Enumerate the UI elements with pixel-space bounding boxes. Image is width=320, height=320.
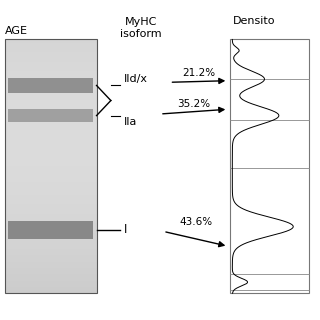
Bar [4, 166, 97, 170]
Bar [4, 198, 97, 201]
Bar [4, 100, 97, 103]
Bar [4, 233, 97, 236]
Bar [4, 170, 97, 173]
Bar [4, 230, 97, 233]
Bar [4, 150, 97, 154]
Bar [4, 182, 97, 185]
Bar [4, 287, 97, 290]
Text: IIa: IIa [124, 117, 137, 127]
Bar [4, 68, 97, 71]
Bar [4, 179, 97, 182]
Bar [4, 239, 97, 243]
Bar [4, 39, 97, 43]
Text: AGE: AGE [4, 26, 28, 36]
Bar [4, 84, 97, 87]
Bar [4, 217, 97, 220]
Bar [4, 208, 97, 211]
Text: 35.2%: 35.2% [178, 99, 211, 109]
Bar [4, 160, 97, 163]
Bar [4, 46, 97, 49]
Bar [4, 119, 97, 122]
Bar [4, 176, 97, 179]
Bar [4, 227, 97, 230]
Bar [4, 144, 97, 147]
Bar [4, 103, 97, 106]
Bar [4, 252, 97, 255]
Bar [4, 265, 97, 268]
Bar [4, 122, 97, 125]
Bar [4, 71, 97, 74]
Bar [8, 78, 93, 92]
Text: 43.6%: 43.6% [179, 217, 212, 227]
Bar [4, 271, 97, 274]
Bar [4, 128, 97, 132]
Bar [230, 39, 309, 293]
Bar [4, 87, 97, 90]
Bar [4, 109, 97, 112]
Bar [4, 258, 97, 261]
Text: IId/x: IId/x [124, 74, 148, 84]
Bar [4, 261, 97, 265]
Bar [4, 43, 97, 46]
Bar [4, 52, 97, 55]
Bar [4, 223, 97, 227]
Bar [4, 97, 97, 100]
Bar [4, 192, 97, 195]
Bar [4, 188, 97, 192]
Bar [4, 65, 97, 68]
Bar [4, 290, 97, 293]
Text: Densito: Densito [233, 16, 276, 26]
Bar [4, 246, 97, 249]
Bar [4, 284, 97, 287]
Bar [4, 135, 97, 138]
Bar [4, 112, 97, 116]
Bar [4, 281, 97, 284]
Bar [4, 49, 97, 52]
Bar [4, 74, 97, 77]
Bar [4, 185, 97, 188]
Bar [4, 214, 97, 217]
Bar [4, 211, 97, 214]
Bar [4, 62, 97, 65]
Bar [4, 138, 97, 141]
Bar [4, 236, 97, 239]
Bar [4, 220, 97, 223]
Bar [4, 93, 97, 97]
Bar [4, 106, 97, 109]
Bar [4, 163, 97, 166]
Bar [4, 157, 97, 160]
Bar [4, 116, 97, 119]
Bar [4, 277, 97, 281]
Bar [4, 141, 97, 144]
Bar [4, 249, 97, 252]
Bar [4, 274, 97, 277]
Bar [4, 90, 97, 93]
Text: 21.2%: 21.2% [182, 68, 215, 77]
Bar [4, 81, 97, 84]
Bar [4, 255, 97, 258]
Bar [4, 243, 97, 246]
Bar [4, 173, 97, 176]
Bar [4, 77, 97, 81]
Bar [4, 195, 97, 198]
Text: I: I [124, 223, 127, 236]
Bar [4, 125, 97, 128]
Bar [4, 39, 97, 293]
Bar [4, 204, 97, 208]
Bar [4, 59, 97, 62]
Bar [8, 221, 93, 238]
Bar [4, 154, 97, 157]
Bar [8, 109, 93, 122]
Bar [4, 268, 97, 271]
Bar [4, 147, 97, 150]
Bar [4, 201, 97, 204]
Bar [4, 55, 97, 59]
Text: MyHC
isoform: MyHC isoform [120, 17, 162, 39]
Bar [4, 132, 97, 135]
